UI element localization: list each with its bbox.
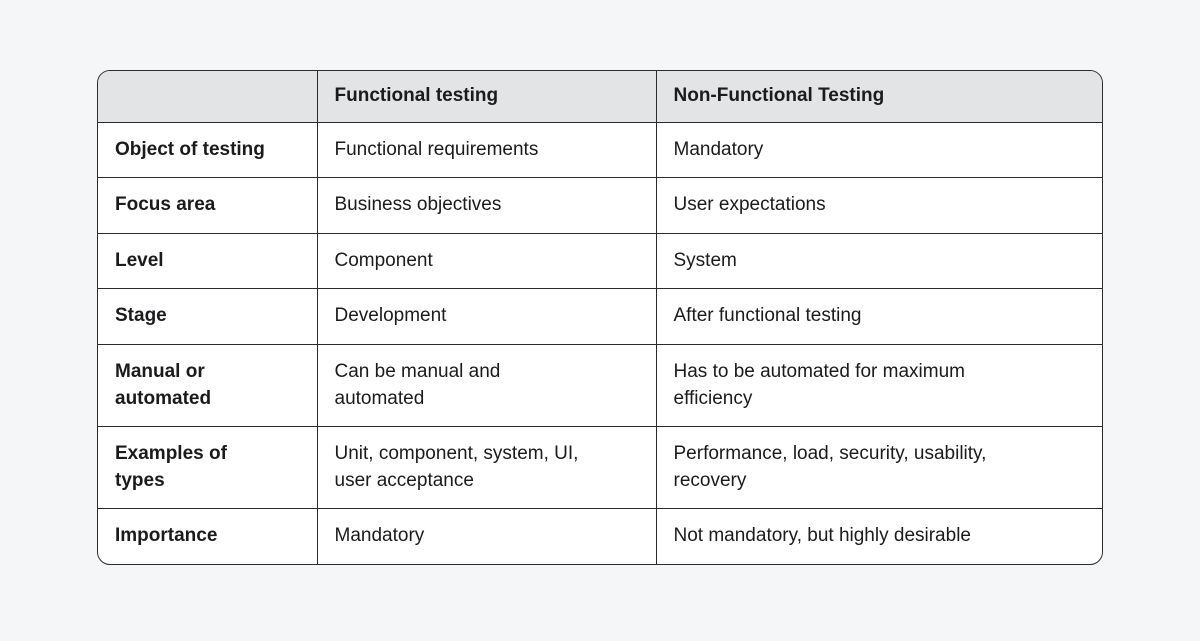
cell-non-functional: Not mandatory, but highly desirable	[655, 508, 1102, 564]
table-row: Stage Development After functional testi…	[98, 288, 1102, 345]
comparison-table: Functional testing Non-Functional Testin…	[97, 70, 1103, 565]
row-header-cell: Importance	[98, 508, 318, 564]
cell-non-functional: User expectations	[655, 177, 1102, 234]
table-row: Importance Mandatory Not mandatory, but …	[98, 508, 1102, 564]
cell-non-functional: Performance, load, security, usability, …	[655, 426, 1102, 510]
cell-non-functional: Mandatory	[655, 121, 1102, 179]
header-cell-non-functional: Non-Functional Testing	[655, 71, 1102, 123]
row-header-cell: Manual or automated	[98, 343, 318, 428]
row-header-cell: Stage	[98, 288, 318, 345]
table-row: Examples of types Unit, component, syste…	[98, 426, 1102, 510]
cell-functional: Development	[316, 288, 657, 345]
cell-non-functional: After functional testing	[655, 288, 1102, 345]
table-body: Object of testing Functional requirement…	[98, 121, 1102, 564]
table-header: Functional testing Non-Functional Testin…	[98, 71, 1102, 123]
cell-functional: Unit, component, system, UI, user accept…	[316, 426, 657, 510]
row-header-cell: Level	[98, 232, 318, 290]
cell-functional: Functional requirements	[316, 121, 657, 179]
table-row: Manual or automated Can be manual and au…	[98, 343, 1102, 428]
cell-non-functional: Has to be automated for maximum efficien…	[655, 343, 1102, 428]
cell-functional: Mandatory	[316, 508, 657, 564]
cell-functional: Component	[316, 232, 657, 290]
cell-non-functional: System	[655, 232, 1102, 290]
cell-functional: Can be manual and automated	[316, 343, 657, 428]
table-row: Level Component System	[98, 232, 1102, 290]
row-header-cell: Object of testing	[98, 121, 318, 179]
functional-vs-nonfunctional-table: Functional testing Non-Functional Testin…	[98, 71, 1102, 564]
row-header-cell: Examples of types	[98, 426, 318, 510]
cell-functional: Business objectives	[316, 177, 657, 234]
table-row: Object of testing Functional requirement…	[98, 121, 1102, 179]
header-cell-functional: Functional testing	[316, 71, 657, 123]
row-header-cell: Focus area	[98, 177, 318, 234]
header-row: Functional testing Non-Functional Testin…	[98, 71, 1102, 123]
header-cell-empty	[98, 71, 318, 123]
table-row: Focus area Business objectives User expe…	[98, 177, 1102, 234]
